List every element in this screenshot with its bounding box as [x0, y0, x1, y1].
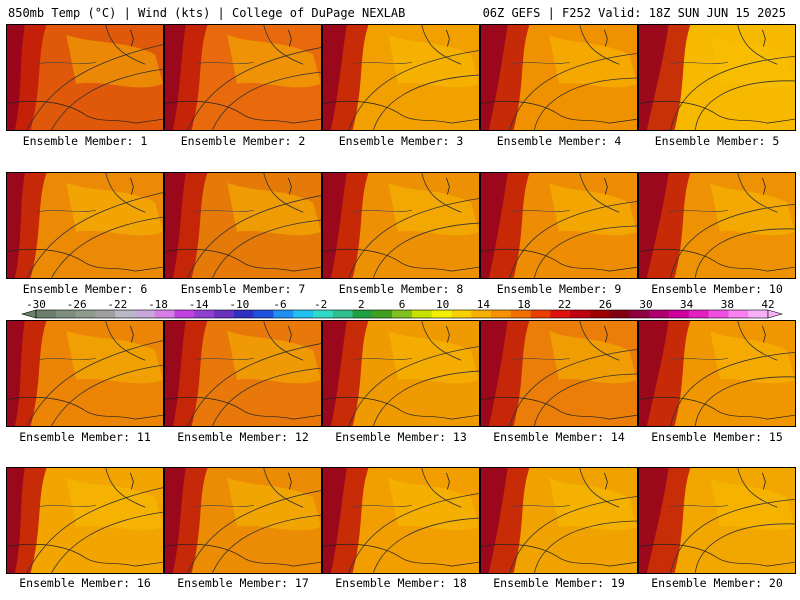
- ensemble-member-label: Ensemble Member: 11: [19, 430, 151, 444]
- ensemble-member-map: [164, 24, 322, 131]
- ensemble-member-map: [480, 320, 638, 427]
- ensemble-member-map: [164, 172, 322, 279]
- ensemble-member-map: [6, 24, 164, 131]
- ensemble-member-label: Ensemble Member: 3: [338, 134, 464, 148]
- ensemble-member-map: [6, 467, 164, 574]
- colorbar-tick-label: -2: [314, 298, 328, 311]
- ensemble-member-map: [322, 467, 480, 574]
- ensemble-member-label: Ensemble Member: 2: [180, 134, 306, 148]
- colorbar-tick-label: 2: [358, 298, 365, 311]
- ensemble-member-map: [638, 172, 796, 279]
- colorbar-tick-label: -30: [26, 298, 46, 311]
- ensemble-member-label: Ensemble Member: 14: [493, 430, 625, 444]
- colorbar-tick-label: -14: [188, 298, 209, 311]
- ensemble-member-map: [6, 320, 164, 427]
- colorbar-tick-label: 6: [398, 298, 406, 311]
- ensemble-member-label: Ensemble Member: 5: [654, 134, 780, 148]
- colorbar-tick-label: 34: [680, 298, 694, 311]
- ensemble-member-label: Ensemble Member: 17: [177, 576, 309, 590]
- ensemble-member-map: [480, 24, 638, 131]
- ensemble-member-label: Ensemble Member: 15: [651, 430, 783, 444]
- ensemble-member-map: [164, 467, 322, 574]
- colorbar-tick-label: 30: [639, 298, 653, 311]
- ensemble-member-label: Ensemble Member: 20: [651, 576, 783, 590]
- ensemble-member-map: [164, 320, 322, 427]
- colorbar-tick-label: 18: [517, 298, 531, 311]
- colorbar-tick-label: 26: [598, 298, 612, 311]
- ensemble-member-label: Ensemble Member: 8: [338, 282, 464, 296]
- ensemble-member-label: Ensemble Member: 9: [496, 282, 622, 296]
- ensemble-member-map: [480, 172, 638, 279]
- colorbar-tick-label: -10: [229, 298, 250, 311]
- ensemble-member-label: Ensemble Member: 16: [19, 576, 151, 590]
- colorbar-tick-label: 14: [476, 298, 490, 311]
- ensemble-member-label: Ensemble Member: 6: [22, 282, 148, 296]
- header-title: 850mb Temp (°C) | Wind (kts) | College o…: [8, 6, 406, 20]
- header-run-info: 06Z GEFS | F252 Valid: 18Z SUN JUN 15 20…: [482, 6, 786, 20]
- ensemble-member-label: Ensemble Member: 18: [335, 576, 467, 590]
- ensemble-member-map: [322, 320, 480, 427]
- ensemble-member-map: [480, 467, 638, 574]
- ensemble-member-label: Ensemble Member: 12: [177, 430, 309, 444]
- ensemble-member-map: [638, 320, 796, 427]
- ensemble-member-map: [638, 467, 796, 574]
- ensemble-member-map: [322, 172, 480, 279]
- colorbar-tick-label: -18: [148, 298, 168, 311]
- temperature-colorbar: -30 -26 -22 -18 -14 -10 -6 -2 2 6 10 14 18 22 26 30 34 38…: [0, 296, 800, 324]
- colorbar-tick-label: -26: [66, 298, 87, 311]
- ensemble-member-label: Ensemble Member: 10: [651, 282, 783, 296]
- ensemble-member-label: Ensemble Member: 19: [493, 576, 625, 590]
- colorbar-tick-label: -22: [107, 298, 128, 311]
- ensemble-member-map: [638, 24, 796, 131]
- ensemble-member-label: Ensemble Member: 7: [180, 282, 306, 296]
- colorbar-tick-label: 38: [720, 298, 734, 311]
- ensemble-member-label: Ensemble Member: 13: [335, 430, 467, 444]
- ensemble-member-label: Ensemble Member: 1: [22, 134, 148, 148]
- colorbar-tick-label: -6: [273, 298, 287, 311]
- ensemble-member-map: [6, 172, 164, 279]
- colorbar-tick-label: 22: [558, 298, 572, 311]
- colorbar-tick-label: 42: [761, 298, 775, 311]
- ensemble-member-map: [322, 24, 480, 131]
- ensemble-member-label: Ensemble Member: 4: [496, 134, 622, 148]
- colorbar-tick-label: 10: [436, 298, 450, 311]
